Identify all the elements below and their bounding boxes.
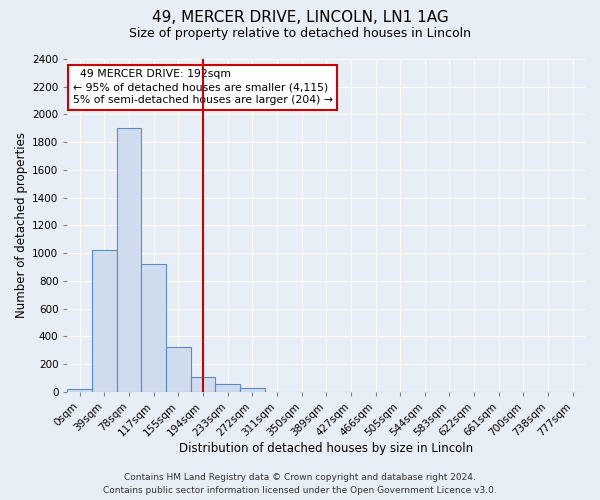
Bar bbox=[240, 388, 265, 392]
Bar bbox=[191, 376, 215, 392]
Bar bbox=[117, 128, 142, 392]
Text: 49 MERCER DRIVE: 192sqm  
← 95% of detached houses are smaller (4,115)
5% of sem: 49 MERCER DRIVE: 192sqm ← 95% of detache… bbox=[73, 69, 332, 106]
Text: Contains HM Land Registry data © Crown copyright and database right 2024.
Contai: Contains HM Land Registry data © Crown c… bbox=[103, 474, 497, 495]
Bar bbox=[166, 347, 191, 392]
Text: Size of property relative to detached houses in Lincoln: Size of property relative to detached ho… bbox=[129, 28, 471, 40]
Text: 49, MERCER DRIVE, LINCOLN, LN1 1AG: 49, MERCER DRIVE, LINCOLN, LN1 1AG bbox=[152, 10, 448, 25]
X-axis label: Distribution of detached houses by size in Lincoln: Distribution of detached houses by size … bbox=[179, 442, 473, 455]
Bar bbox=[215, 384, 240, 392]
Bar bbox=[142, 264, 166, 392]
Bar bbox=[92, 250, 117, 392]
Y-axis label: Number of detached properties: Number of detached properties bbox=[15, 132, 28, 318]
Bar bbox=[67, 389, 92, 392]
